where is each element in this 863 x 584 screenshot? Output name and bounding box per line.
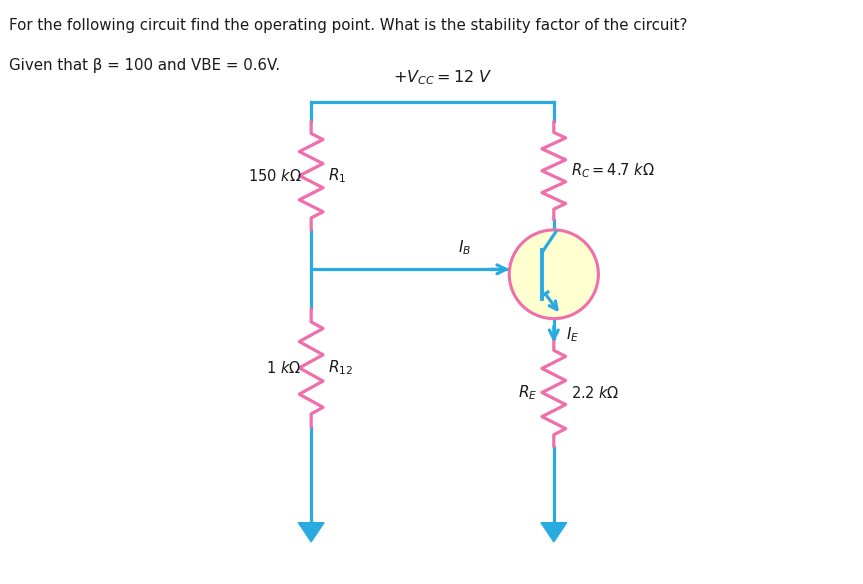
Text: $R_E$: $R_E$ <box>518 383 537 402</box>
Text: $I_E$: $I_E$ <box>565 325 579 344</box>
Polygon shape <box>541 523 567 542</box>
Text: $R_{12}$: $R_{12}$ <box>328 359 353 377</box>
Text: $1\ k\Omega$: $1\ k\Omega$ <box>267 360 301 376</box>
Text: Given that β = 100 and VBE = 0.6V.: Given that β = 100 and VBE = 0.6V. <box>9 58 280 74</box>
Text: $R_C = 4.7\ k\Omega$: $R_C = 4.7\ k\Omega$ <box>570 161 654 180</box>
Text: $+ V_{CC}= 12\ V$: $+ V_{CC}= 12\ V$ <box>393 68 492 87</box>
Text: $I_C$: $I_C$ <box>565 231 580 250</box>
Text: $I_B$: $I_B$ <box>458 239 471 258</box>
Text: $R_1$: $R_1$ <box>328 166 346 185</box>
Text: $2.2\ k\Omega$: $2.2\ k\Omega$ <box>570 384 619 401</box>
Text: For the following circuit find the operating point. What is the stability factor: For the following circuit find the opera… <box>9 18 687 33</box>
Polygon shape <box>299 523 324 542</box>
Text: $150\ k\Omega$: $150\ k\Omega$ <box>248 168 301 184</box>
Circle shape <box>509 230 598 319</box>
